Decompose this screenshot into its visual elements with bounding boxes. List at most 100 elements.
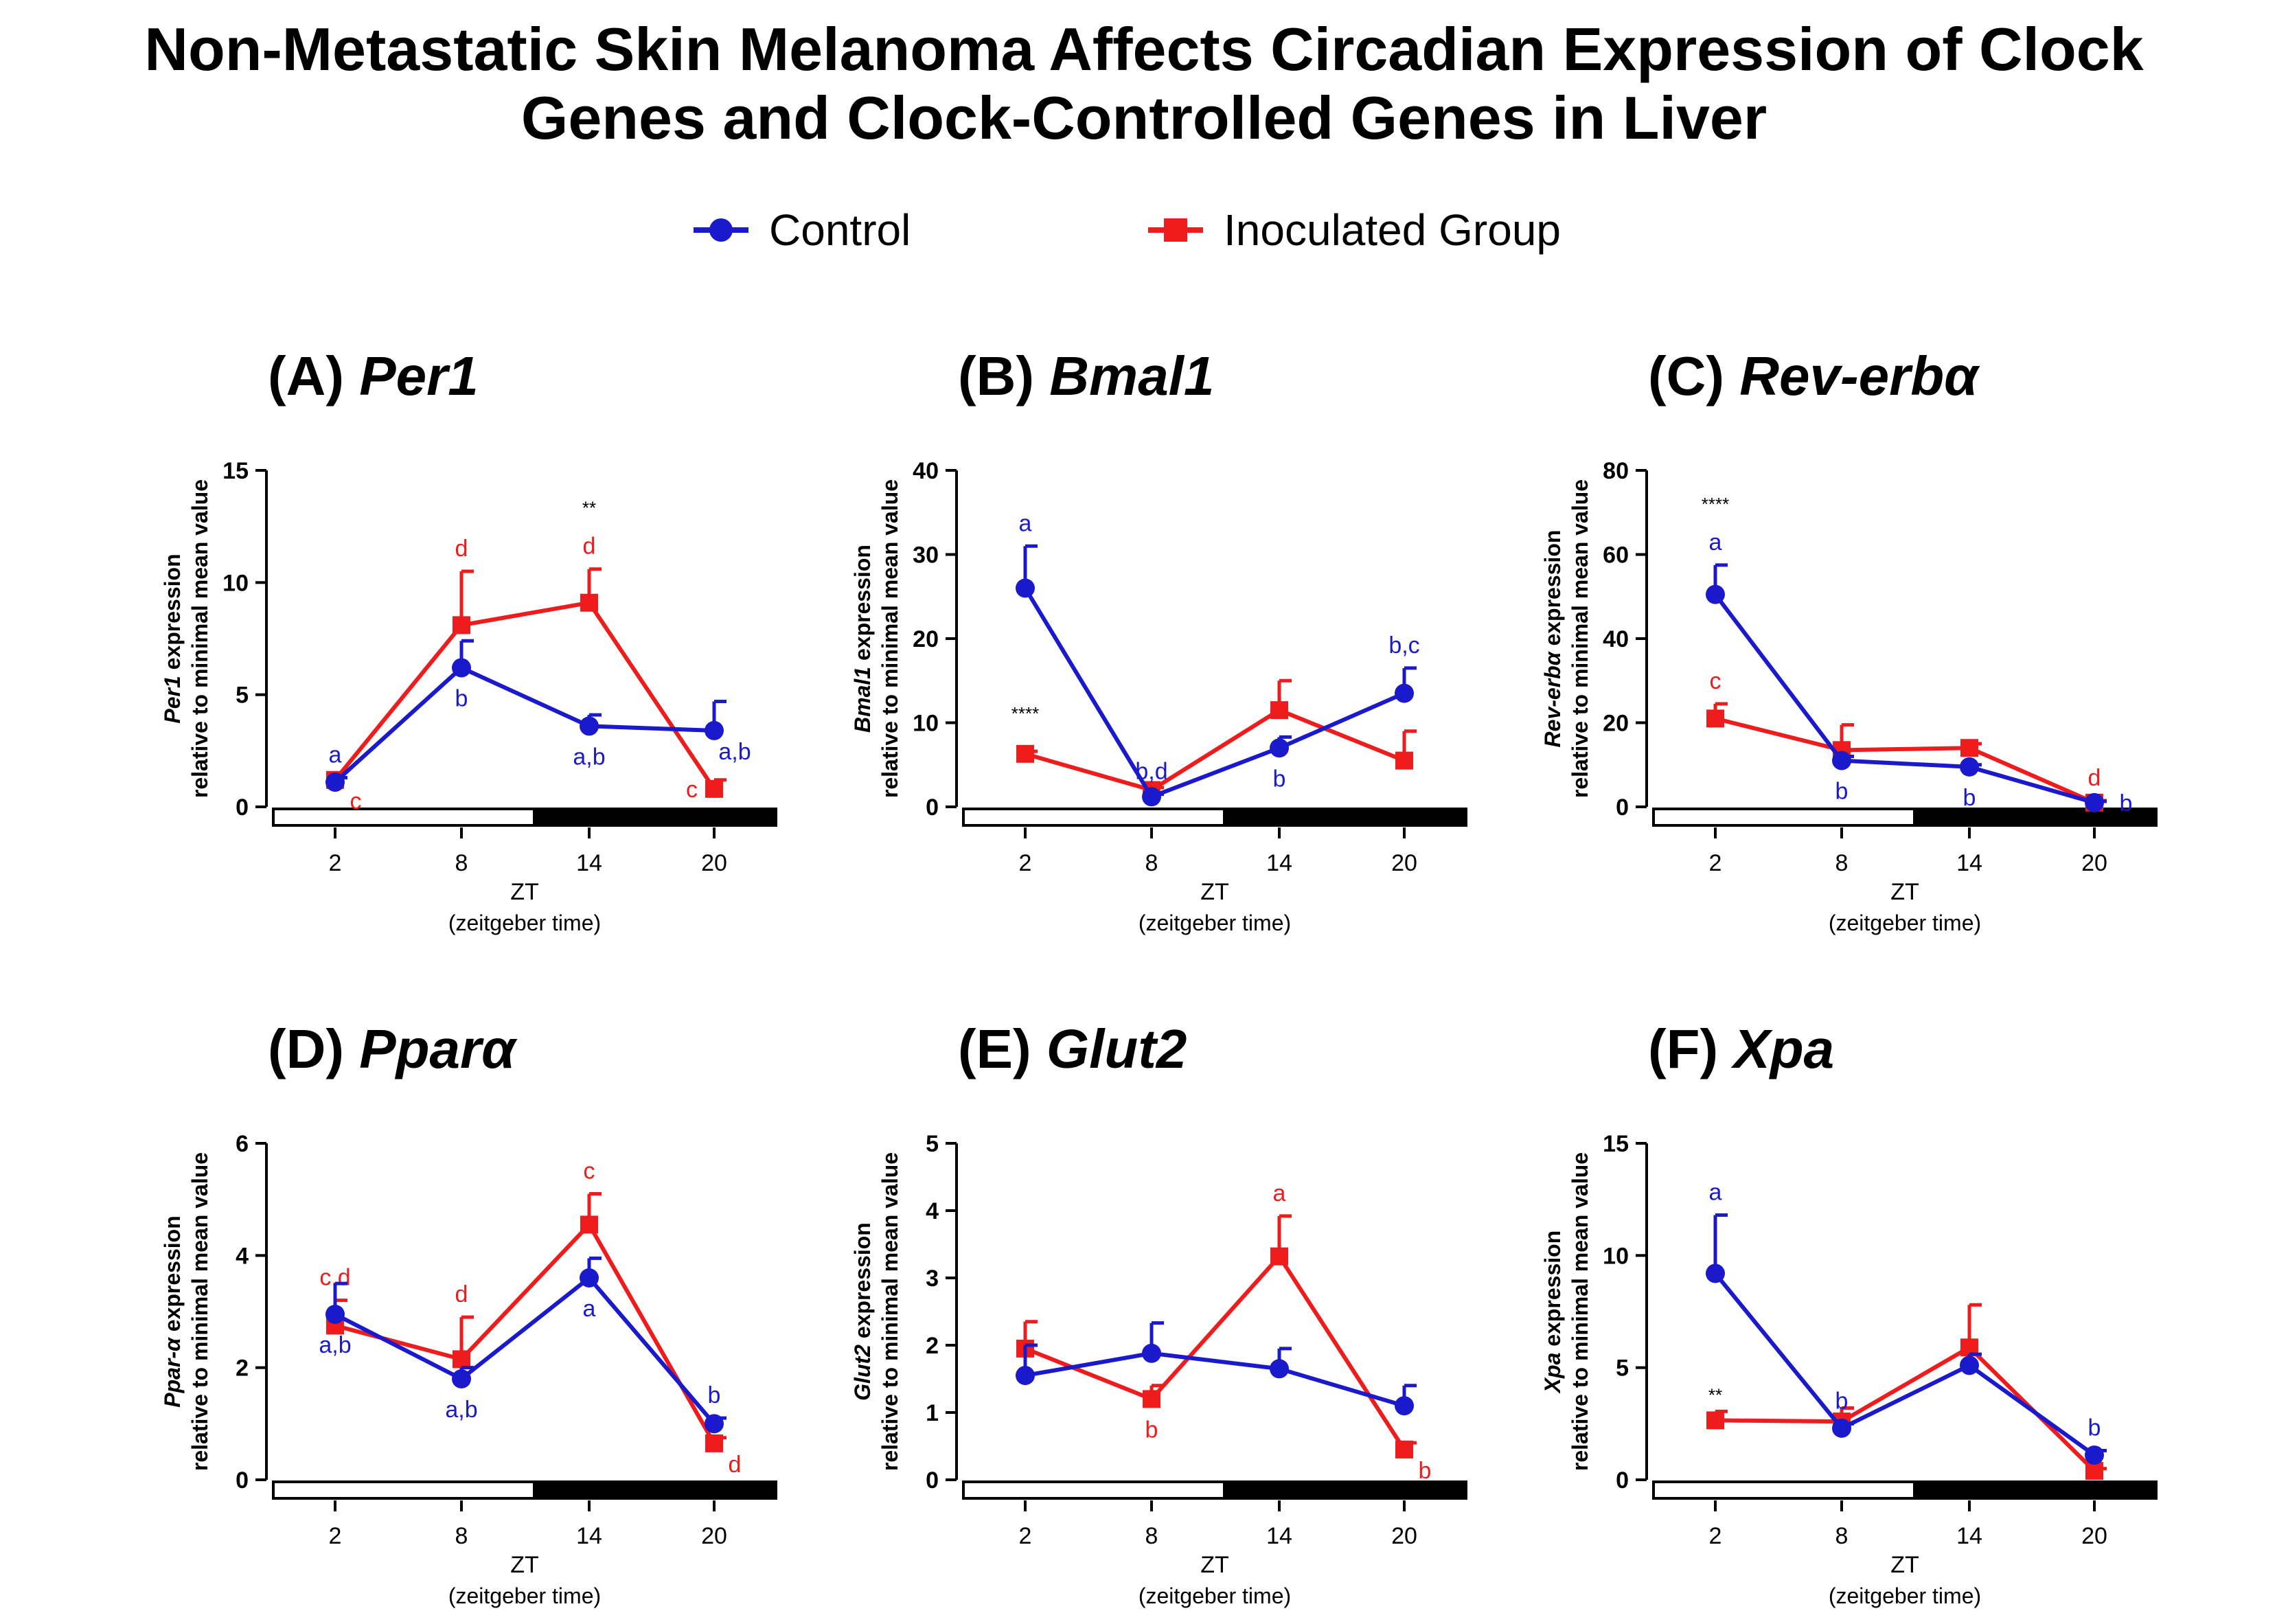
- data-point: [1016, 578, 1035, 598]
- figure-title-line1: Non-Metastatic Skin Melanoma Affects Cir…: [144, 15, 2144, 83]
- significance-letter: d: [583, 534, 596, 560]
- y-axis-label-rest: expression: [850, 1222, 875, 1345]
- data-point: [453, 616, 470, 634]
- data-point: [2085, 1461, 2103, 1480]
- y-axis-label: Per1 expression: [160, 553, 185, 723]
- y-axis-label-line2: relative to minimal mean value: [1568, 1152, 1592, 1471]
- x-tick-label: 2: [329, 850, 342, 876]
- x-axis-label: ZT: [1200, 879, 1229, 905]
- data-point: [325, 1305, 345, 1325]
- y-tick-label: 4: [926, 1198, 939, 1224]
- significance-letter: a: [1709, 1180, 1722, 1206]
- y-tick-label: 5: [1616, 1356, 1629, 1382]
- y-tick-label: 20: [1603, 711, 1629, 737]
- panel-letter: (D): [268, 1018, 359, 1079]
- x-tick-label: 20: [1391, 1523, 1417, 1549]
- data-point: [2085, 792, 2104, 812]
- series-inoculated: c d d c: [326, 534, 727, 814]
- data-point: [2085, 1445, 2104, 1465]
- data-point: [1960, 739, 1978, 757]
- x-axis-sublabel: (zeitgeber time): [1829, 1583, 1981, 1608]
- panel-title: (D) Pparα: [268, 1018, 518, 1079]
- significance-letter: a,b: [573, 744, 605, 770]
- data-point: [1016, 744, 1034, 763]
- series-line: [1023, 586, 1406, 799]
- chart-panel-5: (E) Glut2 0 1 2 3 4 5 2 8 14 20 ZT (zeitgeber time) G…: [850, 1018, 1467, 1608]
- x-tick-label: 8: [1835, 1523, 1849, 1549]
- y-axis-label-line2: relative to minimal mean value: [878, 1152, 902, 1471]
- y-tick-label: 20: [913, 626, 939, 652]
- x-tick-label: 2: [329, 1523, 342, 1549]
- significance-letter: c: [350, 788, 362, 814]
- x-tick-label: 8: [455, 1523, 468, 1549]
- significance-letter: b,c: [1388, 632, 1419, 659]
- data-point: [580, 1268, 599, 1288]
- data-point: [1395, 751, 1413, 770]
- significance-letter: b: [1273, 766, 1286, 792]
- legend: Control Inoculated Group: [0, 199, 2288, 261]
- y-tick-label: 40: [913, 458, 939, 484]
- y-tick-label: 0: [236, 794, 249, 821]
- significance-letter: a,b: [319, 1332, 351, 1358]
- panel-gene: Bmal1: [1049, 345, 1214, 407]
- y-tick-label: 10: [222, 570, 249, 596]
- significance-letter: b: [455, 685, 468, 711]
- significance-letter: a: [329, 742, 342, 768]
- data-point: [705, 1434, 723, 1452]
- significance-letter: b: [708, 1382, 721, 1408]
- y-axis-label: Xpa expression: [1540, 1231, 1565, 1395]
- data-point: [1706, 709, 1724, 728]
- series-line: [1024, 1253, 1406, 1451]
- chart-panel-4: (D) Pparα 0 2 4 6 2 8 14 20 ZT (zeitgeber time) Ppa…: [160, 1018, 777, 1608]
- chart-panel-2: (B) Bmal1 0 10 20 30 40 2 8 14 20 ZT (zeitgeber tim…: [850, 345, 1467, 935]
- y-tick-label: 40: [1603, 626, 1629, 652]
- x-axis-sublabel: (zeitgeber time): [1139, 911, 1291, 935]
- data-point: [705, 779, 723, 798]
- x-tick-label: 20: [701, 850, 727, 876]
- x-tick-label: 2: [1019, 850, 1032, 876]
- y-tick-label: 6: [236, 1131, 249, 1157]
- x-axis-label: ZT: [1200, 1552, 1229, 1578]
- data-point: [1395, 1396, 1414, 1416]
- figure-title: Non-Metastatic Skin Melanoma Affects Cir…: [0, 15, 2288, 152]
- significance-letter: a,b: [445, 1397, 477, 1423]
- chart-panel-1: (A) Per1 0 5 10 15 2 8 14 20 ZT (zeitgeber time) Pe…: [160, 345, 777, 935]
- panel-title: (A) Per1: [268, 345, 479, 407]
- series-inoculated: [1016, 678, 1417, 799]
- y-axis-label-rest: expression: [160, 1215, 185, 1338]
- significance-asterisks: **: [1708, 1384, 1722, 1405]
- y-tick-label: 0: [236, 1467, 249, 1494]
- y-axis-label-gene: Ppar-α: [160, 1337, 185, 1408]
- dark-phase-bar: [1913, 1480, 2158, 1500]
- y-tick-label: 4: [236, 1243, 249, 1269]
- x-tick-label: 14: [1956, 850, 1982, 876]
- y-tick-label: 0: [926, 1467, 939, 1494]
- y-axis-label: Bmal1 expression: [850, 545, 875, 733]
- series-line: [1025, 707, 1406, 792]
- light-phase-bar: [272, 808, 536, 827]
- panel-letter: (E): [958, 1018, 1046, 1079]
- dark-phase-bar: [1913, 808, 2158, 827]
- significance-asterisks: ****: [1011, 703, 1039, 724]
- series-control: a b a,b a,b: [325, 639, 751, 792]
- data-point: [1016, 1366, 1035, 1386]
- y-tick-label: 80: [1603, 458, 1629, 484]
- panel-title: (C) Rev-erbα: [1648, 345, 1980, 407]
- significance-asterisks: ****: [1702, 494, 1729, 514]
- significance-letter: b: [1835, 779, 1849, 805]
- x-axis-label: ZT: [510, 1552, 539, 1578]
- x-tick-label: 20: [2081, 850, 2107, 876]
- x-tick-label: 2: [1019, 1523, 1032, 1549]
- series-line: [334, 1274, 716, 1426]
- panel-letter: (B): [958, 345, 1049, 407]
- light-phase-bar: [272, 1480, 536, 1500]
- y-tick-label: 5: [926, 1131, 939, 1157]
- significance-letter: b: [1419, 1458, 1432, 1484]
- series-inoculated: b a b: [1016, 1180, 1431, 1484]
- panel-gene: Pparα: [359, 1018, 518, 1079]
- panel-title: (B) Bmal1: [958, 345, 1214, 407]
- series-line: [1713, 1272, 2096, 1457]
- data-point: [1395, 683, 1414, 703]
- data-point: [1706, 1263, 1725, 1283]
